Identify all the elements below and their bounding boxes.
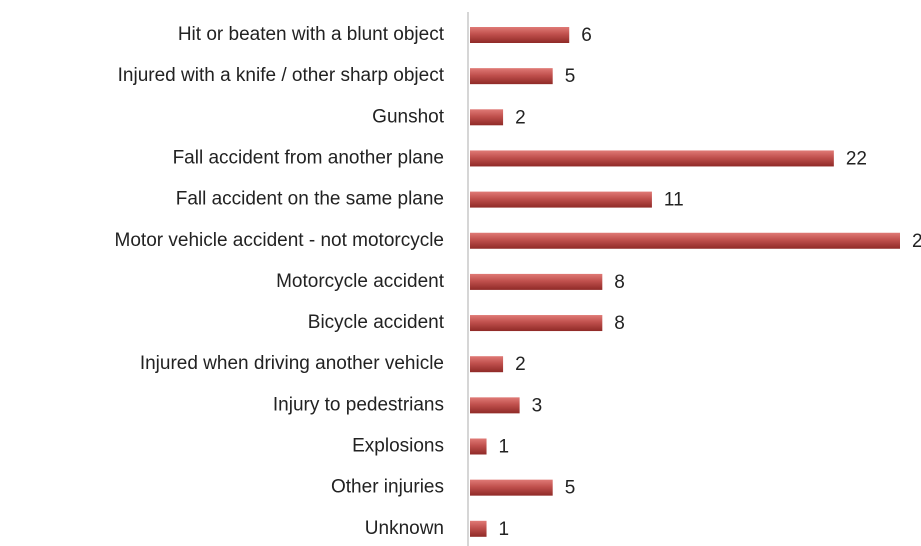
bar — [470, 150, 834, 167]
value-label: 26 — [912, 231, 921, 252]
value-label: 5 — [565, 478, 576, 499]
bar — [470, 315, 603, 332]
value-label: 8 — [614, 272, 625, 293]
category-label: Other injuries — [331, 477, 444, 498]
value-label: 3 — [532, 395, 543, 416]
bar — [470, 191, 652, 208]
bar — [470, 438, 487, 455]
category-label: Gunshot — [372, 106, 445, 127]
value-label: 22 — [846, 148, 867, 169]
value-label: 8 — [614, 313, 625, 334]
bar — [470, 273, 603, 290]
category-label: Fall accident from another plane — [173, 147, 444, 168]
bar — [470, 356, 504, 373]
category-label: Injured when driving another vehicle — [140, 353, 444, 374]
category-label: Fall accident on the same plane — [176, 189, 444, 210]
category-label: Hit or beaten with a blunt object — [178, 24, 445, 45]
category-label: Bicycle accident — [308, 312, 445, 333]
category-label: Injury to pedestrians — [273, 394, 444, 415]
bar — [470, 397, 520, 414]
category-label: Motor vehicle accident - not motorcycle — [115, 230, 444, 251]
bar — [470, 520, 487, 537]
bar — [470, 232, 900, 249]
value-label: 1 — [499, 519, 510, 540]
bar — [470, 68, 553, 85]
value-label: 6 — [581, 25, 592, 46]
category-label: Motorcycle accident — [276, 271, 445, 292]
value-label: 1 — [499, 437, 510, 458]
value-label: 2 — [515, 107, 526, 128]
category-label: Unknown — [365, 518, 444, 539]
category-label: Injured with a knife / other sharp objec… — [118, 65, 445, 86]
bar — [470, 479, 553, 496]
value-label: 2 — [515, 354, 526, 375]
category-label: Explosions — [352, 436, 444, 457]
bar — [470, 109, 504, 126]
value-label: 5 — [565, 66, 576, 87]
value-label: 11 — [664, 190, 684, 211]
bar — [470, 27, 570, 43]
